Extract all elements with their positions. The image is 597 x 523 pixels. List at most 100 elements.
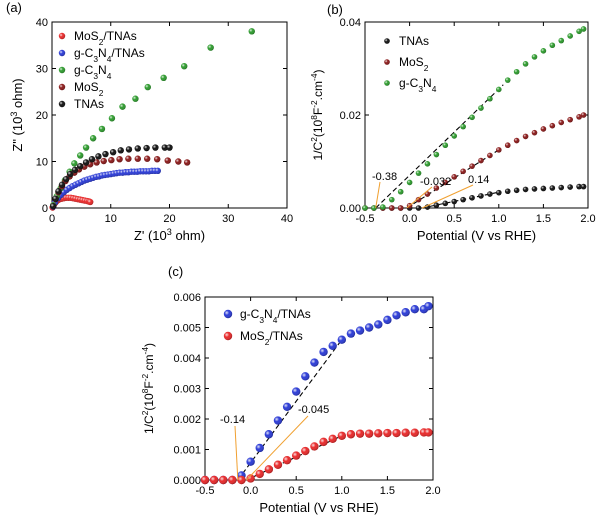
data-point (62, 175, 70, 183)
data-point-shade (93, 159, 100, 166)
data-point (401, 308, 410, 317)
data-point-shade (89, 135, 97, 142)
data-point (161, 144, 168, 151)
data-point (153, 155, 161, 163)
data-point-shade (576, 28, 582, 35)
data-point (248, 28, 255, 35)
data-point-shade (86, 198, 94, 206)
data-point (567, 184, 573, 190)
data-point (558, 37, 565, 44)
data-point (380, 204, 386, 210)
data-point (531, 54, 538, 60)
data-point (469, 114, 475, 121)
data-point (478, 157, 484, 164)
data-point (478, 105, 484, 111)
series-g-C3N4/TNAs (200, 301, 433, 485)
data-point-shade (401, 428, 410, 437)
data-point-shade (355, 429, 365, 438)
data-point (301, 446, 310, 456)
legend-label-part: /TNAs (269, 329, 302, 343)
data-point-shade (460, 168, 466, 175)
data-point (364, 429, 374, 438)
x-tick-label: 1.5 (536, 213, 551, 225)
panel-label: (c) (168, 264, 183, 279)
data-point-shade (531, 54, 538, 60)
data-point-shade (442, 142, 449, 149)
data-point-shade (383, 315, 392, 325)
data-point-shade (77, 152, 84, 159)
data-point (246, 457, 255, 466)
plot-frame (204, 296, 434, 481)
data-point (580, 112, 587, 118)
data-point (576, 28, 582, 35)
data-point (154, 167, 161, 174)
legend-label-part: TNAs (399, 34, 429, 48)
annotation-leader (375, 181, 381, 209)
legend-label-part: N (264, 307, 273, 321)
legend-label-part: 3 (93, 54, 98, 64)
data-point (504, 77, 511, 83)
legend-marker (384, 38, 390, 44)
legend-label-part: 3 (418, 84, 423, 94)
data-point-shade (576, 183, 582, 190)
panel-label: (b) (327, 2, 343, 17)
data-point (86, 198, 94, 206)
legend-label-part: 3 (93, 71, 98, 81)
data-point (513, 68, 520, 75)
data-point (397, 205, 404, 211)
data-point-shade (301, 372, 310, 381)
data-point (71, 166, 79, 174)
data-point (319, 347, 328, 357)
data-point (319, 437, 328, 447)
data-point-shade (292, 387, 301, 396)
data-point-shade (406, 179, 413, 186)
data-point-shade (62, 175, 70, 183)
data-point-shade (153, 155, 161, 163)
data-point (337, 335, 346, 344)
data-point-shade (125, 155, 132, 162)
legend-marker-shade (223, 331, 233, 341)
data-point-shade (397, 188, 404, 195)
data-point-shade (180, 62, 188, 70)
data-point-shade (55, 188, 62, 195)
data-point-shade (183, 159, 191, 166)
data-point (424, 161, 431, 167)
y-axis-label-part: (10 (311, 119, 325, 137)
data-point-shade (504, 188, 511, 195)
data-point (89, 135, 97, 142)
data-point-shade (433, 185, 440, 191)
x-tick-label: 2.0 (425, 485, 440, 497)
legend-label-part: /TNAs (277, 307, 310, 321)
data-point-shade (540, 126, 547, 132)
data-point (388, 205, 395, 211)
data-point-shade (82, 159, 90, 166)
legend-marker (384, 80, 390, 86)
data-point (406, 179, 413, 186)
data-point (292, 387, 301, 396)
data-point (415, 170, 422, 176)
y-axis-label-part: -2 (140, 373, 150, 381)
y-axis-label-part: -4 (140, 347, 150, 355)
x-axis-label-part: Potential (V vs RHE) (417, 228, 536, 243)
data-point-shade (328, 341, 337, 350)
y-axis-label-part: 2 (140, 410, 150, 415)
data-point-shade (52, 195, 59, 202)
x-axis-label-part: Z' (10 (134, 228, 167, 243)
data-point-shade (209, 475, 219, 485)
data-point-shade (166, 144, 173, 151)
data-point-shade (451, 174, 458, 180)
data-point (116, 155, 123, 163)
data-point-shade (255, 443, 264, 453)
data-point (355, 326, 365, 335)
data-point-shade (301, 446, 310, 456)
data-point (292, 451, 301, 460)
data-point-shade (119, 103, 126, 110)
legend-marker-shade (58, 100, 66, 108)
x-axis-label-part: Potential (V vs RHE) (259, 500, 378, 515)
data-point-shade (246, 474, 255, 483)
legend-label-part: g-C (74, 63, 94, 77)
data-point-shade (374, 429, 383, 438)
data-point-shade (144, 83, 151, 91)
data-point (301, 372, 310, 381)
data-point (383, 428, 392, 438)
